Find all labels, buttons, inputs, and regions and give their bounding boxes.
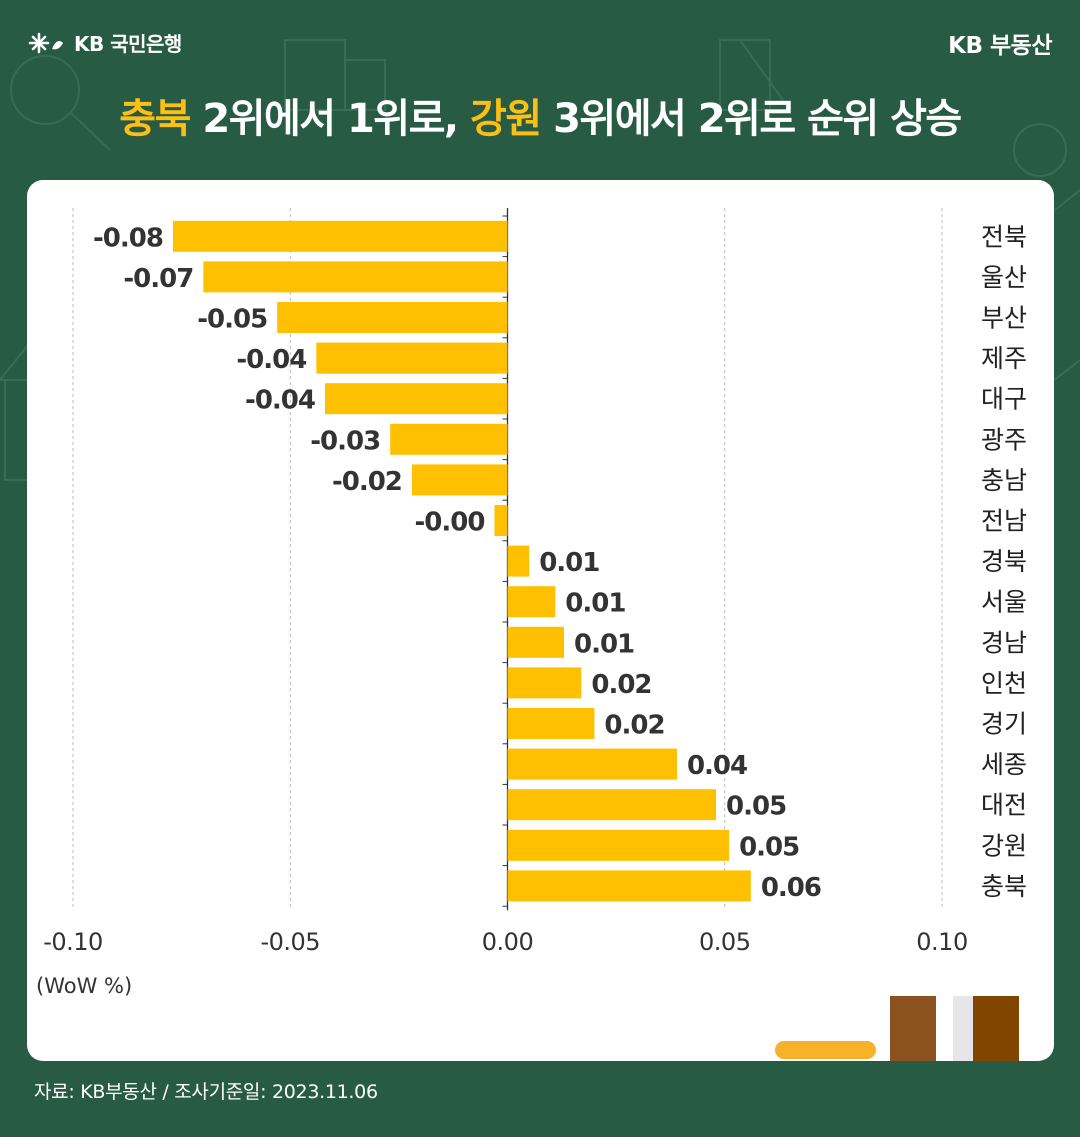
x-tick-label: 0.00 bbox=[482, 928, 533, 956]
category-label: 전북 bbox=[981, 222, 1027, 251]
data-label: -0.04 bbox=[236, 345, 306, 375]
data-label: -0.00 bbox=[415, 508, 485, 538]
data-label: 0.05 bbox=[739, 832, 799, 862]
data-label: -0.07 bbox=[123, 264, 193, 294]
x-tick-label: 0.10 bbox=[916, 928, 967, 956]
bank-name: KB 국민은행 bbox=[74, 32, 182, 56]
data-label: 0.01 bbox=[539, 548, 599, 578]
x-tick-label: -0.10 bbox=[43, 928, 103, 956]
category-label: 인천 bbox=[981, 669, 1027, 698]
data-label: -0.02 bbox=[332, 467, 402, 497]
data-label: -0.04 bbox=[245, 386, 315, 416]
category-label: 경북 bbox=[981, 547, 1027, 576]
headline-region-1: 충북 bbox=[119, 96, 191, 142]
category-label: 부산 bbox=[981, 304, 1027, 333]
category-label: 대전 bbox=[981, 791, 1027, 820]
headline-text-1: 2위에서 1위로, bbox=[189, 96, 471, 142]
bar bbox=[507, 545, 530, 577]
category-label: 전남 bbox=[981, 507, 1027, 536]
data-label: 0.02 bbox=[604, 711, 664, 741]
x-axis-unit-label: (WoW %) bbox=[36, 974, 133, 998]
data-label: 0.04 bbox=[687, 751, 747, 781]
data-label: 0.01 bbox=[574, 629, 634, 659]
data-label: 0.01 bbox=[565, 589, 625, 619]
category-label: 광주 bbox=[981, 425, 1027, 454]
bar bbox=[316, 342, 508, 374]
category-label: 경기 bbox=[981, 710, 1027, 739]
data-label: 0.02 bbox=[591, 670, 651, 700]
bar bbox=[325, 383, 508, 415]
x-tick-label: 0.05 bbox=[699, 928, 750, 956]
category-label: 충북 bbox=[981, 872, 1027, 901]
data-label: -0.03 bbox=[310, 426, 380, 456]
chart-card bbox=[27, 180, 1054, 1061]
headline-region-2: 강원 bbox=[470, 96, 542, 142]
bar bbox=[494, 505, 508, 536]
data-label: 0.06 bbox=[761, 873, 821, 903]
data-label: -0.05 bbox=[197, 305, 267, 335]
bar bbox=[507, 829, 730, 861]
bar bbox=[277, 302, 508, 333]
headline-text-2: 3위에서 2위로 순위 상승 bbox=[540, 96, 962, 142]
bar bbox=[507, 748, 677, 780]
source-note: 자료: KB부동산 / 조사기준일: 2023.11.06 bbox=[34, 1081, 378, 1103]
category-label: 울산 bbox=[981, 263, 1027, 292]
category-label: 강원 bbox=[981, 831, 1027, 860]
category-label: 서울 bbox=[981, 588, 1027, 617]
bar bbox=[411, 464, 508, 496]
data-label: -0.08 bbox=[93, 223, 163, 253]
category-label: 경남 bbox=[981, 628, 1027, 657]
bar bbox=[507, 789, 717, 821]
kb-star-icon bbox=[28, 32, 63, 53]
bar bbox=[507, 667, 582, 699]
category-label: 제주 bbox=[981, 344, 1027, 373]
category-label: 대구 bbox=[981, 385, 1027, 414]
brand-name: KB 부동산 bbox=[948, 33, 1052, 59]
headline: 충북 2위에서 1위로, 강원 3위에서 2위로 순위 상승 bbox=[0, 86, 1080, 144]
data-label: 0.05 bbox=[726, 792, 786, 822]
x-tick-label: -0.05 bbox=[260, 928, 320, 956]
bar bbox=[203, 261, 508, 293]
bar bbox=[390, 423, 508, 455]
kb-bank-logo: KB 국민은행 bbox=[26, 28, 182, 57]
bar bbox=[507, 626, 564, 658]
bar bbox=[507, 870, 751, 902]
bar bbox=[507, 708, 595, 739]
category-label: 세종 bbox=[981, 750, 1027, 779]
bar bbox=[172, 220, 508, 252]
bar bbox=[507, 586, 556, 618]
category-label: 충남 bbox=[981, 466, 1027, 495]
